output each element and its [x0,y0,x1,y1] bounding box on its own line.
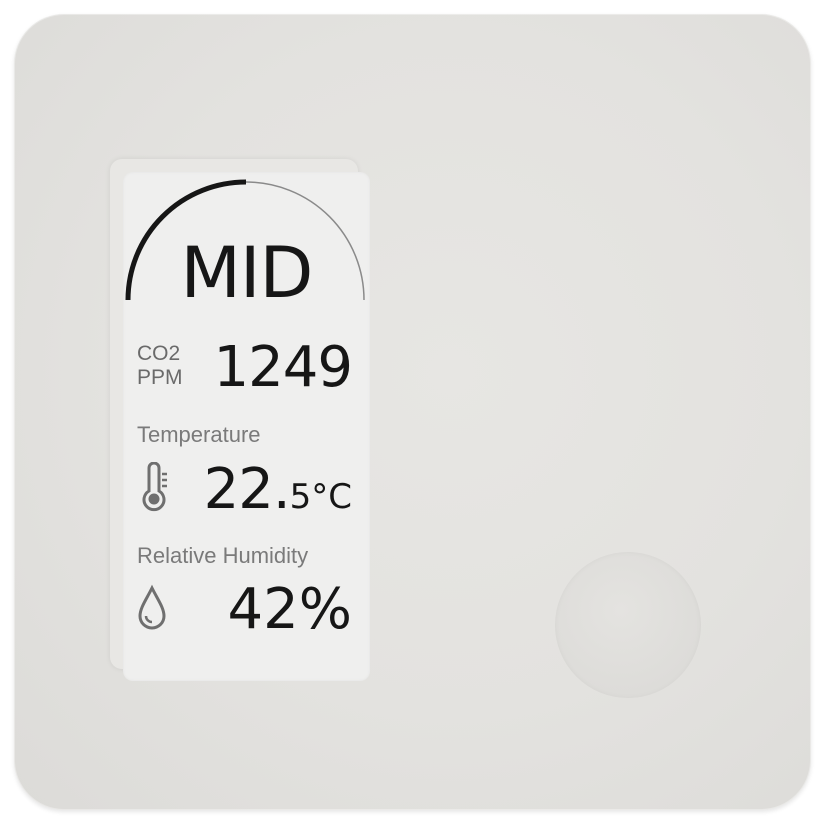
temperature-integer: 22. [203,457,291,522]
humidity-value: 42% [227,577,352,642]
temperature-decimal-unit: 5°C [289,477,352,517]
water-drop-icon [137,582,173,639]
co2-unit-label: CO2 PPM [137,342,183,390]
co2-label-line1: CO2 [137,342,181,365]
e-ink-screen: MID CO2 PPM 1249 Temperature 22.5°C Rela… [123,172,370,681]
humidity-label: Relative Humidity [137,543,309,568]
air-quality-gauge [125,179,365,301]
co2-monitor-device: MID CO2 PPM 1249 Temperature 22.5°C Rela… [14,14,811,810]
temperature-value: 22.5°C [204,462,352,518]
co2-label-line2: PPM [137,366,183,389]
co2-value: 1249 [213,335,353,400]
air-quality-level: MID [180,232,314,314]
sensor-window [555,552,701,698]
gauge-fill [125,179,247,301]
thermometer-icon [137,461,173,519]
temperature-label: Temperature [137,422,261,447]
